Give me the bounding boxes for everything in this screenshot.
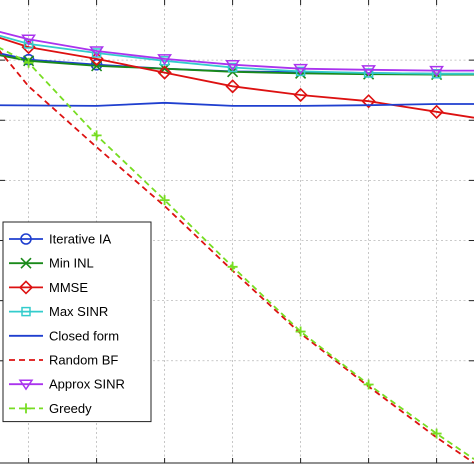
legend-entry-random-bf: Random BF bbox=[9, 353, 118, 368]
legend-entry-max-sinr: Max SINR bbox=[9, 304, 108, 319]
data-point bbox=[23, 57, 34, 68]
data-point bbox=[18, 379, 34, 391]
data-point bbox=[429, 104, 444, 119]
series-line-approx-sinr bbox=[0, 30, 474, 72]
legend-entry-greedy: Greedy bbox=[9, 401, 92, 416]
data-point bbox=[225, 79, 240, 94]
plot-frame bbox=[0, 0, 474, 464]
data-point bbox=[20, 257, 32, 269]
legend-label-closed-form: Closed form bbox=[49, 328, 119, 343]
legend-entry-iterative-ia: Iterative IA bbox=[9, 232, 111, 247]
data-point bbox=[18, 280, 34, 295]
legend-label-greedy: Greedy bbox=[49, 401, 92, 416]
legend-label-mmse: MMSE bbox=[49, 280, 88, 295]
legend-entry-mmse: MMSE bbox=[9, 280, 88, 295]
data-point bbox=[21, 306, 31, 317]
data-point bbox=[89, 46, 105, 58]
data-point bbox=[361, 94, 376, 109]
series-layer bbox=[0, 30, 474, 464]
legend-entry-min-inl: Min INL bbox=[9, 256, 94, 271]
data-point bbox=[227, 261, 238, 272]
data-point bbox=[429, 65, 445, 77]
data-point bbox=[295, 66, 306, 77]
data-point bbox=[21, 403, 31, 414]
legend-entry-closed-form: Closed form bbox=[9, 328, 119, 343]
series-line-max-sinr bbox=[0, 34, 474, 75]
legend-label-iterative-ia: Iterative IA bbox=[49, 232, 111, 247]
series-max-sinr bbox=[0, 34, 474, 79]
data-point bbox=[157, 65, 172, 80]
data-point bbox=[431, 428, 442, 439]
legend-entry-approx-sinr: Approx SINR bbox=[9, 377, 125, 392]
data-point bbox=[20, 233, 32, 245]
series-greedy bbox=[0, 47, 474, 460]
legend-label-random-bf: Random BF bbox=[49, 353, 118, 368]
data-point bbox=[293, 63, 309, 76]
legend-label-approx-sinr: Approx SINR bbox=[49, 377, 125, 392]
data-point bbox=[361, 65, 377, 77]
data-point bbox=[159, 195, 170, 206]
legend-label-max-sinr: Max SINR bbox=[49, 304, 108, 319]
series-line-closed-form bbox=[0, 101, 474, 107]
series-closed-form bbox=[0, 101, 474, 107]
data-point bbox=[21, 34, 37, 46]
series-approx-sinr bbox=[0, 30, 474, 77]
legend: Iterative IA Min INL MMSE Max SINR Closed fo… bbox=[2, 221, 152, 423]
legend-box bbox=[2, 221, 152, 423]
legend-label-min-inl: Min INL bbox=[49, 256, 94, 271]
data-point bbox=[363, 379, 374, 390]
data-point bbox=[227, 62, 238, 73]
series-line-mmse bbox=[0, 36, 474, 119]
data-point bbox=[91, 130, 102, 141]
data-point bbox=[295, 326, 306, 337]
data-point bbox=[157, 54, 173, 66]
data-point bbox=[225, 59, 241, 72]
data-point bbox=[293, 87, 308, 103]
